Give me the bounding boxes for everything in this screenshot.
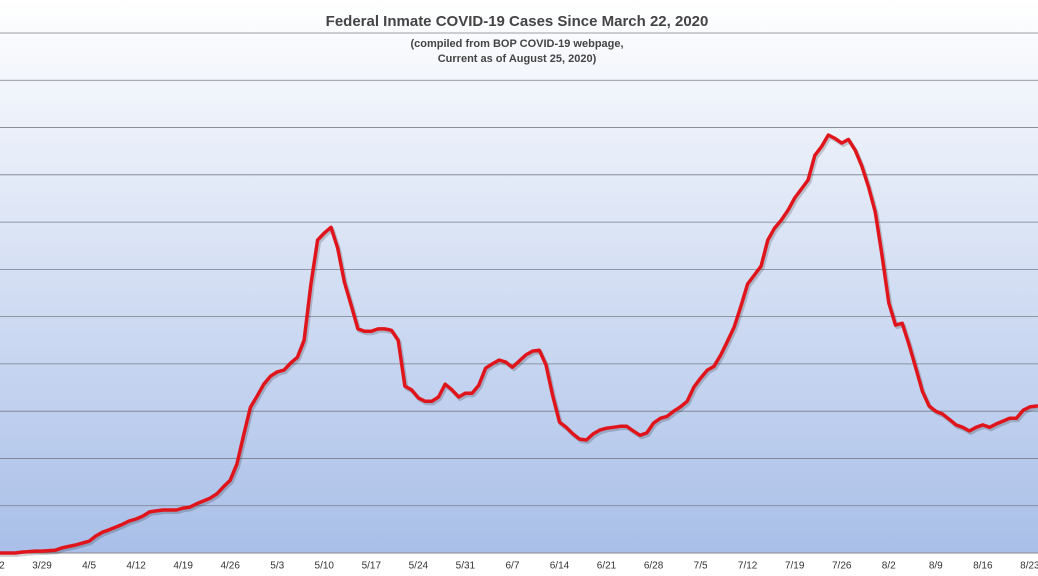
- x-tick-label: 7/19: [785, 561, 805, 572]
- plot-background: [0, 0, 1038, 553]
- x-tick-label: 3/22: [0, 561, 5, 572]
- x-tick-label: 4/26: [220, 561, 240, 572]
- x-tick-label: 8/2: [882, 561, 896, 572]
- x-tick-label: 7/26: [832, 561, 852, 572]
- x-tick-label: 5/31: [456, 561, 476, 572]
- x-tick-label: 6/21: [597, 561, 617, 572]
- x-tick-label: 7/5: [694, 561, 708, 572]
- x-tick-label: 5/24: [409, 561, 429, 572]
- chart-title: Federal Inmate COVID-19 Cases Since Marc…: [326, 13, 709, 30]
- x-tick-label: 6/7: [505, 561, 519, 572]
- x-tick-label: 5/3: [270, 561, 284, 572]
- x-tick-label: 5/17: [362, 561, 382, 572]
- x-tick-label: 8/9: [929, 561, 943, 572]
- x-tick-label: 3/29: [32, 561, 52, 572]
- chart-subtitle: (compiled from BOP COVID-19 webpage,: [410, 38, 623, 50]
- x-tick-label: 4/12: [126, 561, 146, 572]
- chart-subtitle: Current as of August 25, 2020): [438, 53, 597, 65]
- x-tick-label: 7/12: [738, 561, 758, 572]
- axis-area: [0, 553, 1038, 576]
- x-tick-label: 5/10: [315, 561, 335, 572]
- x-tick-label: 6/28: [644, 561, 664, 572]
- x-tick-label: 6/14: [550, 561, 570, 572]
- x-tick-label: 8/16: [973, 561, 993, 572]
- data-line: [0, 133, 1038, 555]
- x-tick-label: 4/19: [173, 561, 193, 572]
- x-tick-label: 8/23: [1020, 561, 1038, 572]
- x-tick-label: 4/5: [82, 561, 96, 572]
